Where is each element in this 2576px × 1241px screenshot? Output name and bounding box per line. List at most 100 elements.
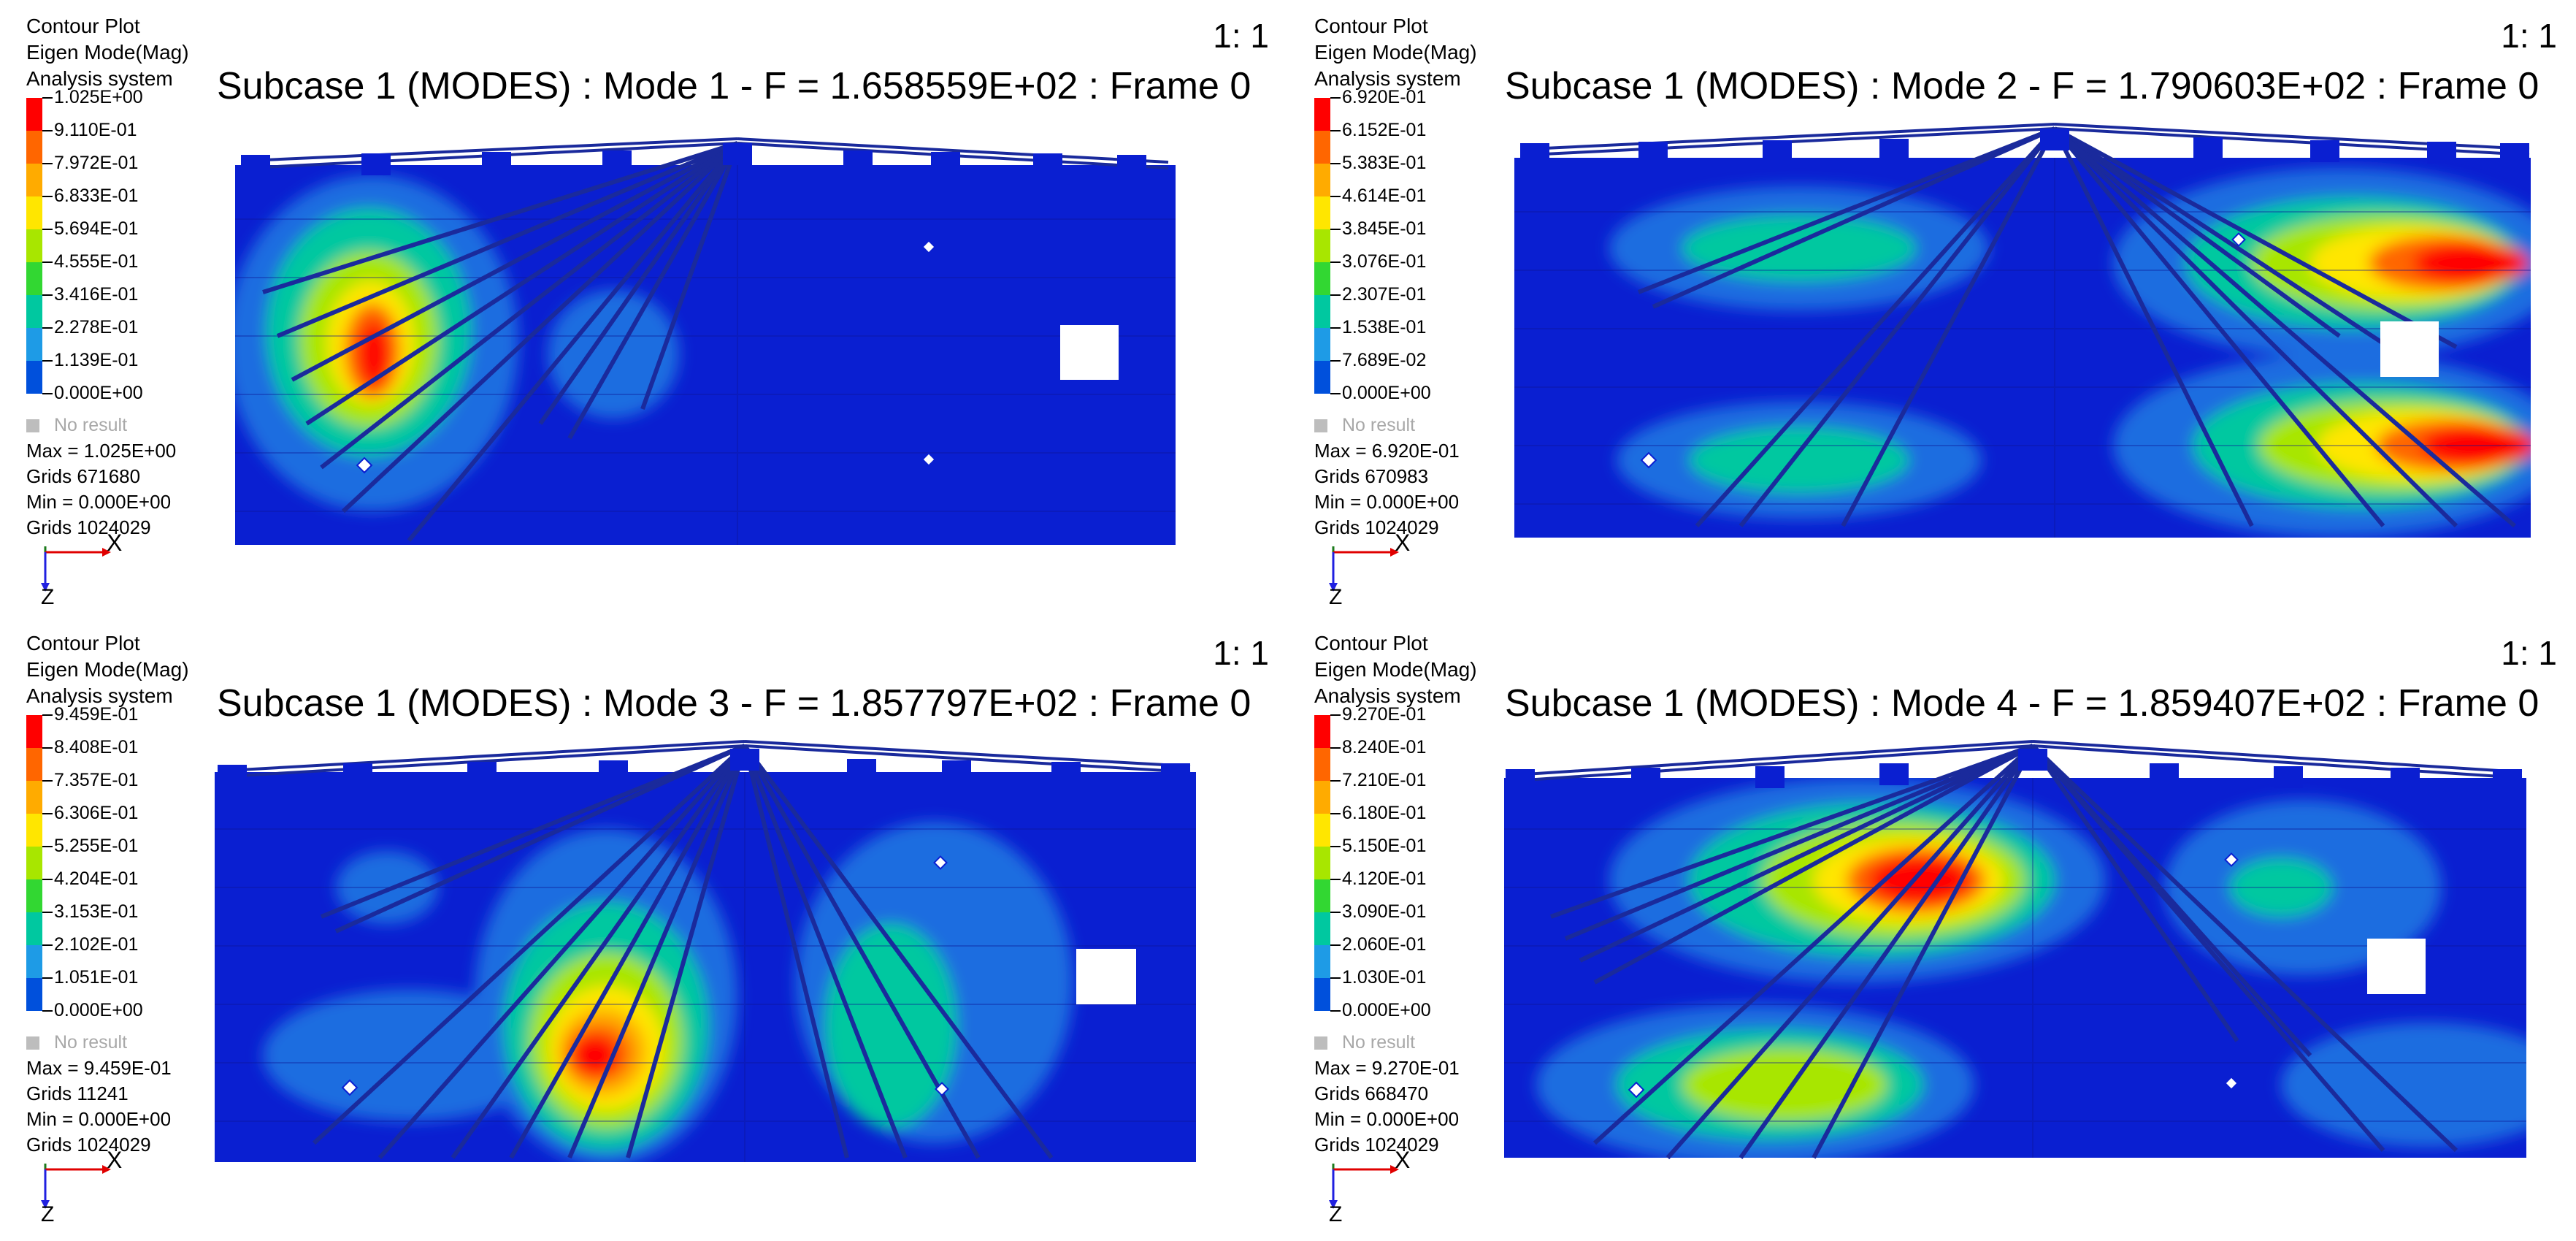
legend-value: 1.139E-01 xyxy=(54,350,139,370)
min-grid: Grids 1024029 xyxy=(26,516,151,538)
legend-tick xyxy=(1330,196,1341,197)
legend-tick xyxy=(42,97,53,99)
legend-value: 5.383E-01 xyxy=(1342,153,1427,173)
legend-value: 2.307E-01 xyxy=(1342,284,1427,305)
axis-triad: X Z xyxy=(29,526,124,614)
legend-tick xyxy=(42,747,53,749)
legend-value: 7.689E-02 xyxy=(1342,350,1427,370)
min-grid: Grids 1024029 xyxy=(1314,516,1439,538)
no-result-swatch xyxy=(26,1036,39,1050)
cable-strands xyxy=(312,744,1054,1159)
header-line: Eigen Mode(Mag) xyxy=(26,41,189,64)
legend-tick xyxy=(1330,780,1341,782)
legend-swatch xyxy=(1314,229,1330,262)
legend-value: 8.408E-01 xyxy=(54,737,139,757)
mesh-viewport[interactable] xyxy=(1288,0,2576,617)
legend-swatch xyxy=(26,164,42,196)
legend-tick xyxy=(42,360,53,362)
legend-value: 1.025E+00 xyxy=(54,87,143,107)
no-result-legend: No result xyxy=(1314,1031,1415,1054)
legend-swatch xyxy=(1314,748,1330,781)
mesh-lines xyxy=(215,772,1196,1162)
legend-tick xyxy=(1330,944,1341,946)
legend-tick xyxy=(42,294,53,296)
legend-value: 6.180E-01 xyxy=(1342,803,1427,823)
mesh-viewport[interactable] xyxy=(0,0,1288,617)
axis-z-label: Z xyxy=(41,585,55,609)
max-value: Max = 6.920E-01 xyxy=(1314,440,1460,462)
view-scale: 1: 1 xyxy=(1213,634,1269,672)
legend-value: 2.060E-01 xyxy=(1342,934,1427,955)
header-line: Contour Plot xyxy=(26,632,140,654)
axis-triad: X Z xyxy=(29,1143,124,1231)
legend-tick xyxy=(1330,1010,1341,1012)
no-result-swatch xyxy=(26,419,39,432)
legend-tick xyxy=(42,780,53,782)
legend-tick xyxy=(42,393,53,394)
legend-value: 0.000E+00 xyxy=(1342,383,1431,403)
axis-triad-icon xyxy=(41,546,111,592)
legend-value: 5.694E-01 xyxy=(54,218,139,239)
header-line: Analysis system xyxy=(26,67,173,90)
legend-value: 3.090E-01 xyxy=(1342,901,1427,922)
mesh-viewport[interactable] xyxy=(0,617,1288,1234)
legend-swatch xyxy=(1314,164,1330,196)
cutout-hole xyxy=(1076,949,1136,1004)
plot-header: Contour Plot Eigen Mode(Mag) Analysis sy… xyxy=(26,630,189,709)
grid-markers xyxy=(1628,852,2239,1099)
max-value: Max = 9.459E-01 xyxy=(26,1057,172,1079)
axis-triad-icon xyxy=(1329,1164,1399,1209)
axis-x-label: X xyxy=(1395,530,1411,556)
top-truss xyxy=(1514,740,2523,782)
legend-swatch xyxy=(1314,781,1330,814)
contour-panel-mode-3: Contour Plot Eigen Mode(Mag) Analysis sy… xyxy=(0,617,1288,1234)
no-result-swatch xyxy=(1314,1036,1327,1050)
legend-tick xyxy=(1330,261,1341,263)
top-truss xyxy=(226,740,1191,778)
no-result-legend: No result xyxy=(1314,413,1415,437)
legend-swatch xyxy=(26,879,42,912)
legend-tick xyxy=(42,261,53,263)
cutout-hole xyxy=(1060,325,1119,380)
max-value: Max = 1.025E+00 xyxy=(26,440,177,462)
contour-panel-mode-1: Contour Plot Eigen Mode(Mag) Analysis sy… xyxy=(0,0,1288,617)
legend-tick xyxy=(1330,977,1341,979)
legend-swatch xyxy=(26,361,42,394)
no-result-swatch xyxy=(1314,419,1327,432)
legend-swatch xyxy=(1314,814,1330,847)
header-line: Contour Plot xyxy=(26,15,140,37)
view-scale: 1: 1 xyxy=(2501,634,2557,672)
legend-value: 5.255E-01 xyxy=(54,836,139,856)
view-scale: 1: 1 xyxy=(2501,17,2557,55)
legend-tick xyxy=(1330,846,1341,847)
legend-swatch xyxy=(26,847,42,879)
axis-x-label: X xyxy=(107,1147,123,1173)
min-value: Min = 0.000E+00 xyxy=(26,1108,172,1130)
axis-z-label: Z xyxy=(1329,585,1343,609)
cable-strands xyxy=(1549,744,2458,1159)
min-grid: Grids 1024029 xyxy=(1314,1134,1439,1156)
result-stats: Max = 1.025E+00 Grids 671680 Min = 0.000… xyxy=(26,438,176,541)
legend-swatch xyxy=(1314,978,1330,1011)
legend-tick xyxy=(42,130,53,131)
legend-swatch xyxy=(26,814,42,847)
legend-value: 1.051E-01 xyxy=(54,967,139,988)
grid-markers xyxy=(356,240,936,474)
legend-swatch xyxy=(26,196,42,229)
no-result-label: No result xyxy=(54,1032,128,1053)
result-stats: Max = 9.459E-01 Grids 11241 Min = 0.000E… xyxy=(26,1055,172,1158)
legend-tick xyxy=(42,1010,53,1012)
no-result-label: No result xyxy=(54,415,128,435)
legend-swatch xyxy=(1314,715,1330,748)
legend-value: 1.030E-01 xyxy=(1342,967,1427,988)
legend-swatch xyxy=(26,945,42,978)
legend-value: 2.278E-01 xyxy=(54,317,139,337)
legend-tick xyxy=(42,846,53,847)
legend-swatch xyxy=(26,912,42,945)
cutout-hole xyxy=(2367,939,2426,994)
legend-swatch xyxy=(1314,196,1330,229)
mesh-viewport[interactable] xyxy=(1288,617,2576,1234)
top-clamps xyxy=(241,143,1146,177)
legend-value: 9.270E-01 xyxy=(1342,704,1427,725)
